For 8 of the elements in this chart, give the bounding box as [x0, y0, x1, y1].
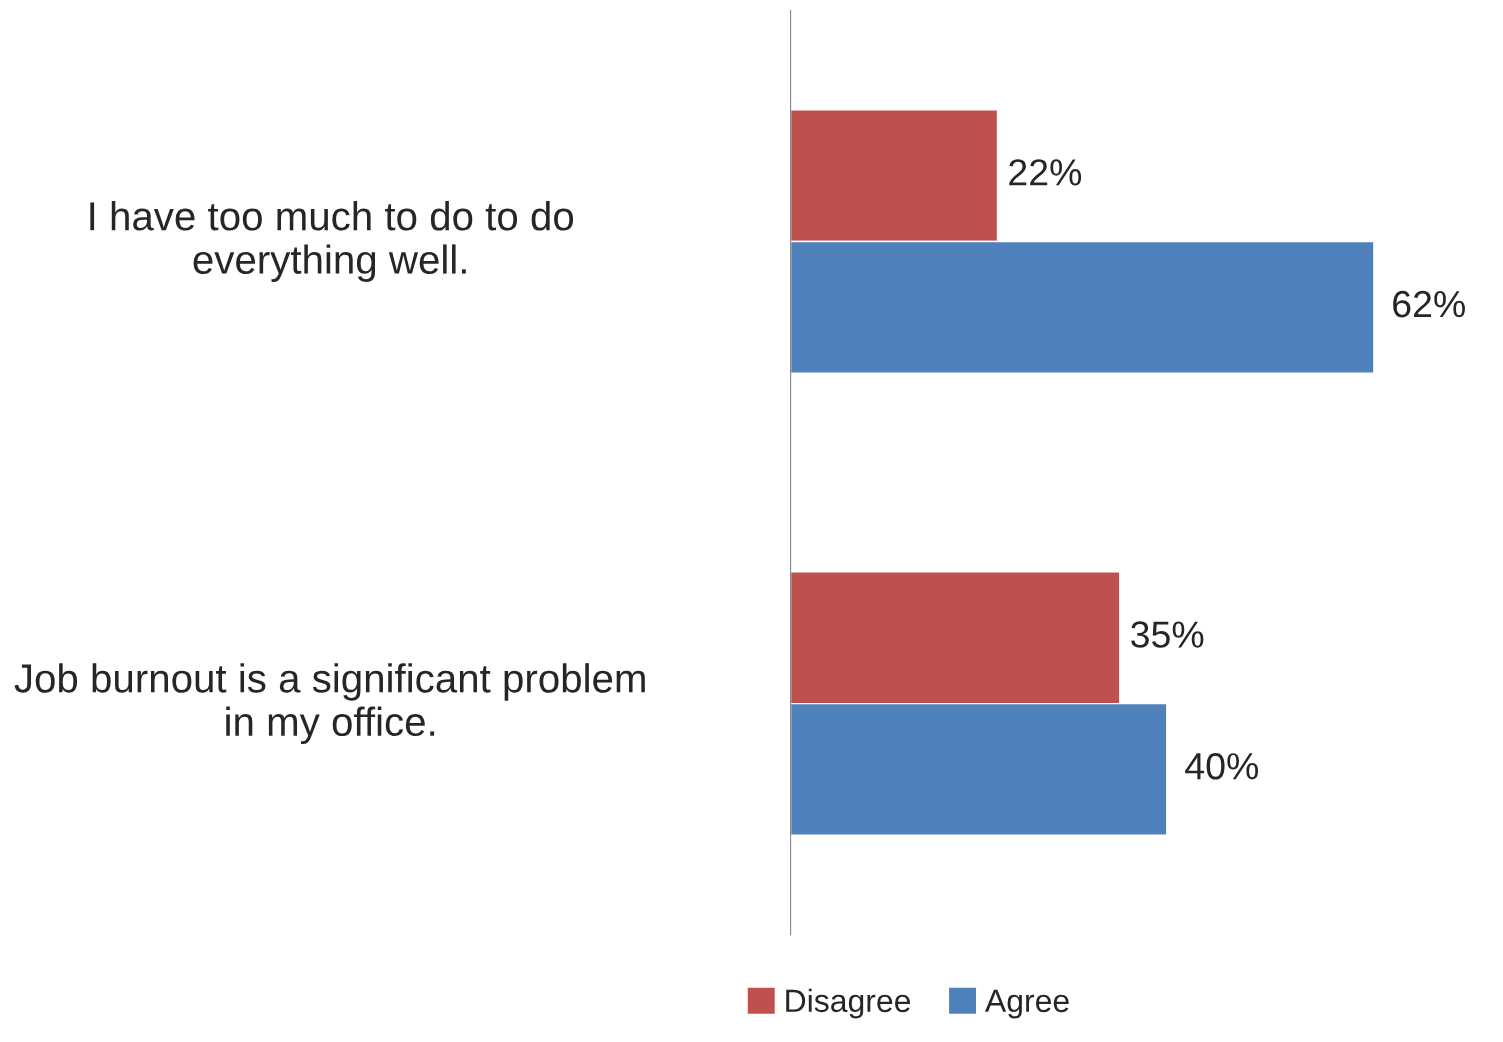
y-tick-label: I have too much to do to do everything well.	[90, 201, 574, 282]
data-label: 62%	[1393, 290, 1465, 318]
data-label: 22%	[1009, 159, 1082, 186]
data-label: 35%	[1131, 621, 1204, 648]
legend-label: Disagree	[786, 988, 911, 1019]
data-label: 40%	[1185, 752, 1259, 780]
legend-label: Agree	[984, 989, 1069, 1019]
y-tick-label: Job burnout is a significant problem in my office.	[14, 663, 645, 745]
